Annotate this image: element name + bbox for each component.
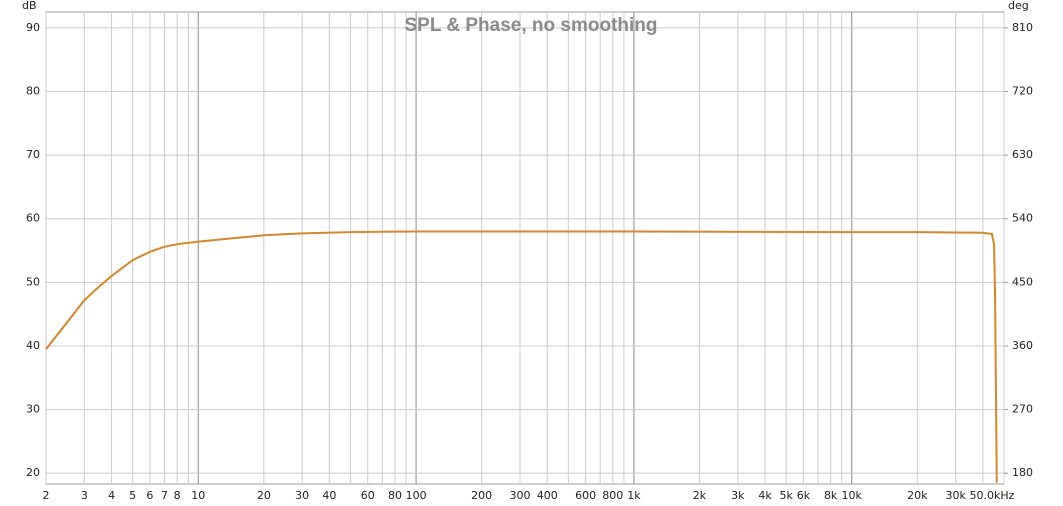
- y-axis-label: dB: [22, 0, 37, 12]
- x-tick-label: 40: [322, 489, 336, 502]
- y-tick-label: 60: [26, 212, 40, 225]
- y2-tick-label: 360: [1012, 339, 1033, 352]
- y-tick-label: 80: [26, 85, 40, 98]
- x-tick-label: 3: [81, 489, 88, 502]
- x-tick-label: 1k: [627, 489, 641, 502]
- x-tick-label: 100: [406, 489, 427, 502]
- x-tick-label: 60: [361, 489, 375, 502]
- plot-area: [45, 11, 1005, 485]
- y2-tick-label: 270: [1012, 403, 1033, 416]
- x-tick-label: 30: [295, 489, 309, 502]
- y2-tick-label: 810: [1012, 21, 1033, 34]
- x-tick-label: 30k: [945, 489, 966, 502]
- x-tick-label: 4: [108, 489, 115, 502]
- x-tick-label: 5: [129, 489, 136, 502]
- y2-tick-label: 180: [1012, 466, 1033, 479]
- x-tick-label: 20k: [907, 489, 928, 502]
- x-tick-label: 8: [174, 489, 181, 502]
- x-tick-label: 300: [510, 489, 531, 502]
- y2-tick-label: 720: [1012, 85, 1033, 98]
- x-tick-label: 6: [146, 489, 153, 502]
- x-tick-label: 200: [471, 489, 492, 502]
- y-tick-label: 70: [26, 148, 40, 161]
- x-tick-label: 3k: [731, 489, 745, 502]
- y2-axis-label: deg: [1008, 0, 1029, 12]
- x-tick-label: 6k: [797, 489, 811, 502]
- y2-tick-label: 450: [1012, 275, 1033, 288]
- x-tick-label: 50.0kHz: [970, 489, 1015, 502]
- x-tick-label: 80: [388, 489, 402, 502]
- y-tick-label: 90: [26, 21, 40, 34]
- y-tick-label: 20: [26, 466, 40, 479]
- y2-tick-label: 540: [1012, 212, 1033, 225]
- chart-title: SPL & Phase, no smoothing: [404, 15, 657, 36]
- x-tick-label: 8k: [824, 489, 838, 502]
- x-tick-label: 20: [257, 489, 271, 502]
- spl-line: [45, 230, 998, 483]
- x-tick-label: 7: [161, 489, 168, 502]
- y2-tick-label: 630: [1012, 148, 1033, 161]
- x-tick-label: 800: [602, 489, 623, 502]
- x-tick-label: 2k: [693, 489, 707, 502]
- x-tick-label: 5k: [779, 489, 793, 502]
- y-tick-label: 50: [26, 275, 40, 288]
- x-tick-label: 10: [191, 489, 205, 502]
- x-tick-label: 10k: [842, 489, 863, 502]
- x-tick-label: 2: [43, 489, 50, 502]
- y-tick-label: 40: [26, 339, 40, 352]
- x-tick-label: 4k: [758, 489, 772, 502]
- x-tick-label: 400: [537, 489, 558, 502]
- x-tick-label: 600: [575, 489, 596, 502]
- y-tick-label: 30: [26, 403, 40, 416]
